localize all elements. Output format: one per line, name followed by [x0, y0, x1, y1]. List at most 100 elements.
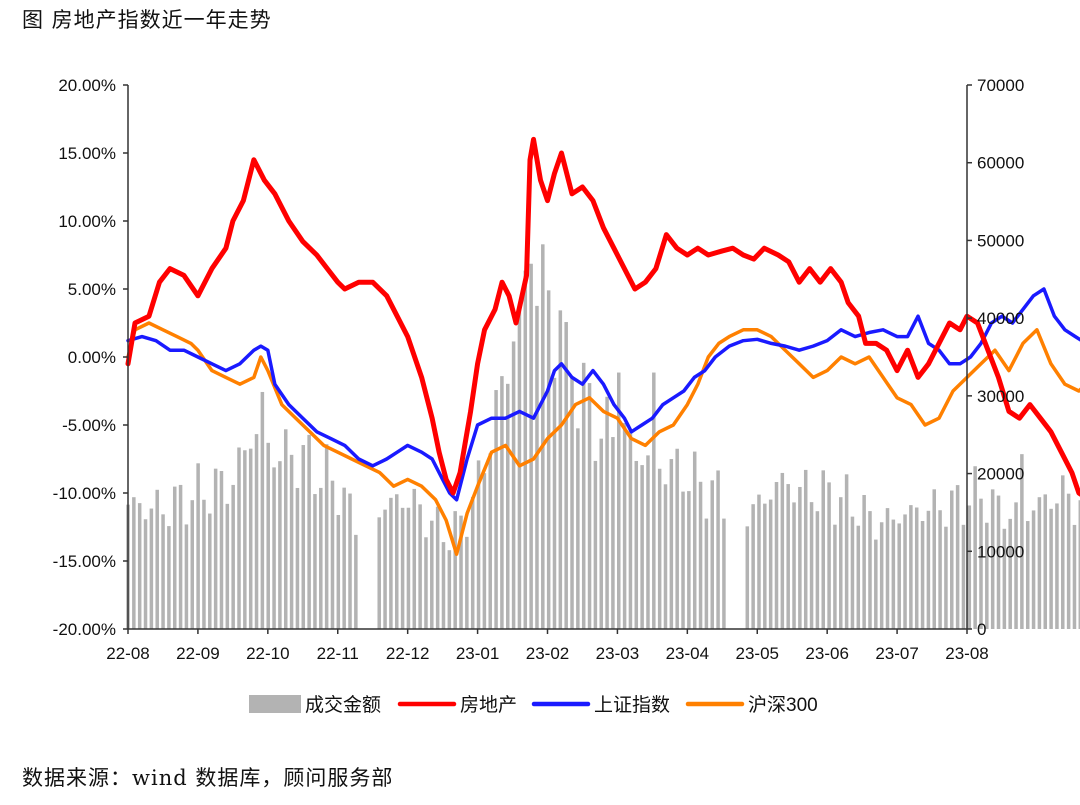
volume-bar	[1049, 508, 1053, 629]
volume-bar	[132, 497, 136, 629]
volume-bar	[1078, 500, 1080, 629]
shanghai-index-line	[126, 287, 1080, 502]
volume-bar	[541, 244, 545, 629]
x-tick-label: 22-11	[317, 644, 359, 663]
volume-bar	[932, 489, 936, 629]
volume-bar	[891, 519, 896, 629]
volume-bar	[330, 480, 335, 629]
volume-bar	[669, 459, 674, 629]
volume-bar	[184, 524, 189, 629]
volume-bar	[172, 486, 177, 629]
source-note: 数据来源：wind 数据库，顾问服务部	[22, 766, 394, 790]
volume-bar	[587, 383, 592, 629]
volume-bar	[441, 542, 446, 629]
volume-bar	[552, 377, 557, 629]
volume-bar	[909, 505, 913, 629]
volume-bar	[722, 518, 726, 629]
realestate-line	[125, 136, 1080, 497]
hs300-line	[126, 321, 1080, 556]
volume-bar	[611, 437, 615, 629]
x-tick-label: 22-10	[246, 644, 289, 663]
volume-bar	[599, 438, 603, 629]
volume-bar	[955, 485, 960, 629]
volume-bar	[383, 509, 387, 629]
volume-bar	[424, 537, 428, 629]
volume-bar	[768, 499, 773, 629]
volume-bar	[774, 482, 779, 629]
legend-volume-label: 成交金额	[305, 694, 381, 716]
volume-bar	[155, 489, 159, 629]
volume-bar	[617, 372, 621, 629]
volume-bar	[243, 450, 247, 629]
volume-bar	[324, 444, 329, 629]
volume-bar	[821, 470, 825, 629]
volume-bar	[850, 516, 855, 629]
volume-bar	[646, 455, 650, 629]
x-tick-label: 23-05	[736, 644, 779, 663]
x-tick-label: 23-03	[596, 644, 639, 663]
volume-bar	[406, 507, 411, 629]
volume-bar	[874, 539, 878, 629]
volume-bar	[202, 499, 206, 629]
left-tick-label: -10.00%	[53, 484, 116, 503]
volume-bar	[558, 310, 563, 629]
volume-bar	[266, 442, 270, 629]
volume-bar	[523, 270, 528, 629]
volume-bar	[856, 525, 861, 629]
left-tick-label: 0.00%	[68, 348, 116, 367]
volume-bar	[348, 493, 352, 629]
volume-bar	[459, 515, 463, 629]
volume-bar	[914, 507, 919, 629]
volume-bar	[178, 484, 183, 629]
right-tick-label: 20000	[977, 465, 1024, 484]
volume-bar	[967, 505, 972, 629]
volume-bar	[944, 526, 948, 629]
volume-bar	[418, 504, 422, 629]
volume-bar	[692, 451, 697, 629]
volume-bar	[137, 503, 142, 629]
legend-realestate-label: 房地产	[460, 694, 517, 716]
volume-bar	[342, 487, 346, 629]
volume-bar	[494, 390, 498, 629]
chart-axes: 20.00% 15.00% 10.00% 5.00% 0.00% -5.00% -10.00…	[53, 76, 1025, 663]
volume-bar	[435, 506, 440, 629]
volume-bar	[465, 536, 469, 629]
volume-bar	[786, 484, 790, 629]
volume-bar	[716, 470, 720, 629]
volume-bars	[126, 244, 1080, 629]
volume-bar	[628, 429, 633, 629]
volume-bar	[833, 524, 837, 629]
left-tick-label: 20.00%	[58, 76, 116, 95]
volume-bar	[476, 460, 481, 629]
volume-bar	[400, 507, 405, 629]
left-tick-label: -5.00%	[62, 416, 116, 435]
volume-bar	[581, 362, 586, 629]
volume-bar	[862, 495, 866, 629]
volume-bar	[803, 469, 808, 629]
volume-bar	[354, 534, 358, 629]
volume-bar	[149, 508, 154, 629]
volume-bar	[839, 497, 843, 629]
volume-bar	[213, 468, 218, 629]
volume-bar	[470, 496, 475, 629]
right-tick-label: 30000	[977, 387, 1024, 406]
volume-bar	[208, 513, 212, 629]
legend-shanghai-index-label: 上证指数	[594, 694, 670, 716]
volume-bar	[634, 460, 639, 629]
volume-bar	[576, 428, 580, 629]
left-tick-label: -20.00%	[53, 620, 116, 639]
x-tick-label: 23-04	[666, 644, 709, 663]
volume-bar	[996, 495, 1001, 629]
volume-bar	[698, 481, 703, 629]
volume-bar	[605, 396, 609, 629]
volume-bar	[1031, 510, 1036, 629]
right-tick-label: 50000	[977, 231, 1024, 250]
volume-bar	[879, 522, 884, 629]
volume-bar	[196, 463, 200, 629]
volume-bar	[751, 504, 755, 629]
volume-bar	[675, 448, 679, 629]
volume-bar	[453, 511, 457, 629]
right-tick-label: 70000	[977, 76, 1024, 95]
volume-bar	[564, 322, 568, 629]
